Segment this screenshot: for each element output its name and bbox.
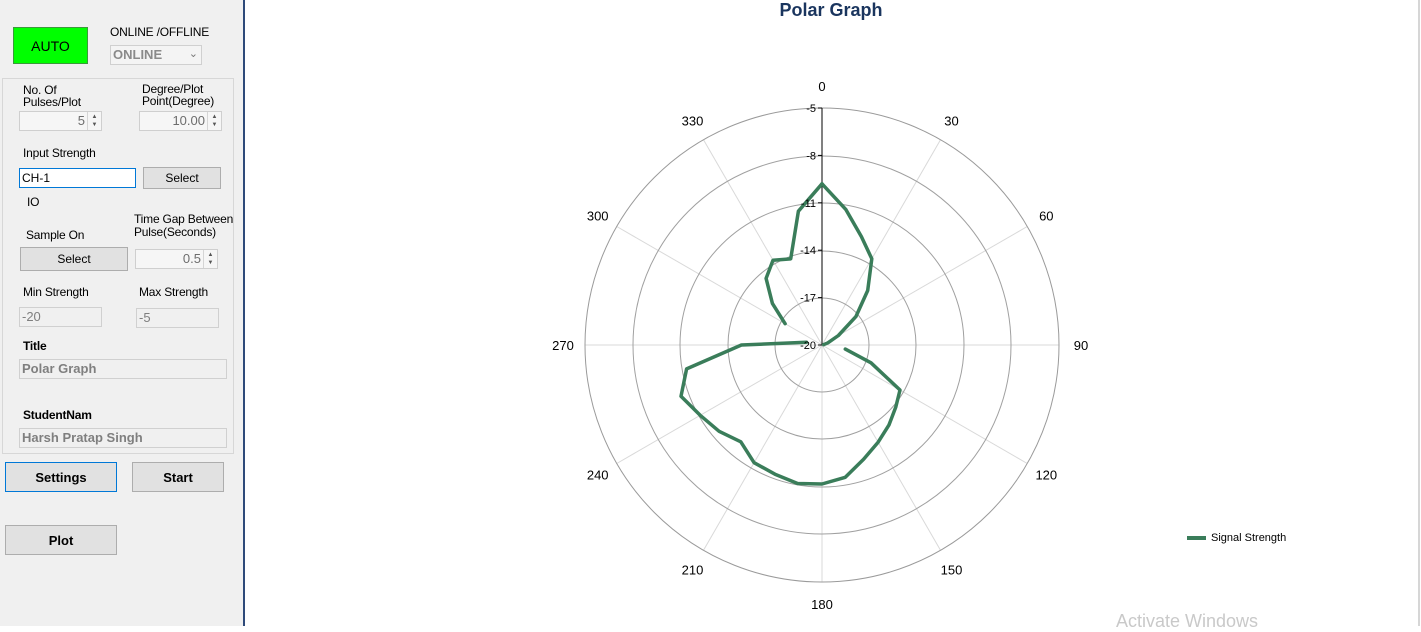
legend-entry-signal-strength: Signal Strength [1211,532,1286,544]
mode-select[interactable]: ONLINE ⌄ [110,45,202,65]
window-edge [1418,0,1420,626]
angle-tick-label: 120 [1035,468,1057,483]
angle-tick-label: 30 [944,114,958,129]
grid-spoke [822,345,1027,464]
spinner-arrows-icon[interactable]: ▲▼ [207,112,221,130]
angle-tick-label: 0 [818,79,825,94]
spinner-arrows-icon[interactable]: ▲▼ [87,112,101,130]
grid-spoke [704,345,823,550]
title-field[interactable]: Polar Graph [19,359,227,379]
pulses-label-line2: Pulses/Plot [23,96,81,109]
mode-label: ONLINE /OFFLINE [110,26,209,39]
angle-tick-label: 150 [941,562,963,577]
student-name-label: StudentNam [23,409,92,422]
degree-value: 10.00 [172,113,205,128]
max-strength-label: Max Strength [139,286,208,299]
angle-tick-label: 90 [1074,338,1088,353]
radial-tick-label: -5 [806,103,816,115]
spinner-arrows-icon[interactable]: ▲▼ [203,250,217,268]
degree-spinner[interactable]: 10.00 ▲▼ [139,111,222,131]
radial-tick-label: -20 [800,340,816,352]
radial-tick-label: -8 [806,150,816,162]
angle-tick-label: 330 [682,114,704,129]
time-gap-spinner[interactable]: 0.5 ▲▼ [135,249,218,269]
legend-swatch [1187,536,1206,540]
radial-tick-label: -14 [800,245,816,257]
max-strength-field[interactable]: -5 [136,308,219,328]
chevron-down-icon: ⌄ [189,47,198,60]
pulses-value: 5 [78,113,85,128]
mode-select-value: ONLINE [113,47,162,62]
grid-spoke [822,345,941,550]
min-strength-label: Min Strength [23,286,89,299]
left-panel: AUTO ONLINE /OFFLINE ONLINE ⌄ No. Of Pul… [0,0,243,626]
angle-tick-label: 210 [682,562,704,577]
sample-on-label: Sample On [26,229,84,242]
angle-tick-label: 300 [587,209,609,224]
radial-tick-label: -11 [801,198,816,210]
input-select-button[interactable]: Select [143,167,221,189]
settings-button[interactable]: Settings [5,462,117,492]
grid-spoke [822,140,941,345]
time-gap-value: 0.5 [183,251,201,266]
title-label: Title [23,340,46,353]
activate-windows-watermark: Activate Windows [1116,611,1258,632]
student-name-field[interactable]: Harsh Pratap Singh [19,428,227,448]
input-strength-label: Input Strength [23,147,96,160]
angle-tick-label: 180 [811,597,833,612]
chart-legend: Signal Strength [1187,532,1286,544]
angle-tick-label: 270 [552,338,574,353]
radial-tick-label: -17 [800,293,816,305]
input-strength-field[interactable]: CH-1 [19,168,136,188]
grid-spoke [617,345,822,464]
grid-spoke [822,227,1027,346]
angle-tick-label: 240 [587,468,609,483]
pulses-spinner[interactable]: 5 ▲▼ [19,111,102,131]
degree-label-line2: Point(Degree) [142,95,214,108]
chart-title: Polar Graph [760,0,902,21]
angle-tick-label: 60 [1039,209,1053,224]
grid-spoke [704,140,823,345]
sample-select-button[interactable]: Select [20,247,128,271]
io-label: IO [27,196,39,209]
min-strength-field[interactable]: -20 [19,307,102,327]
time-gap-label-line2: Pulse(Seconds) [134,226,216,239]
grid-spoke [617,227,822,346]
start-button[interactable]: Start [132,462,224,492]
auto-button[interactable]: AUTO [13,27,88,64]
plot-button[interactable]: Plot [5,525,117,555]
